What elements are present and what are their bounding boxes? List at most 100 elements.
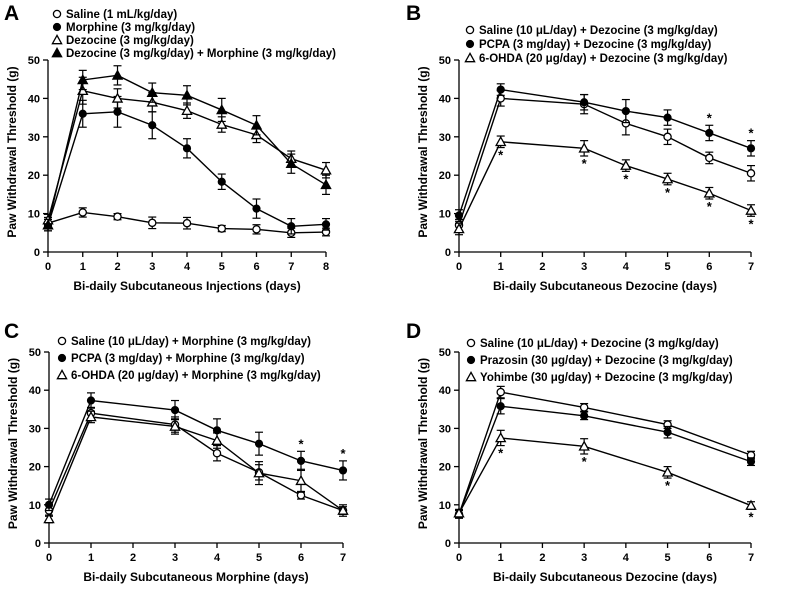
x-tick-label: 6 (298, 552, 304, 564)
legend-entry: PCPA (3 mg/day) + Morphine (3 mg/kg/day) (71, 353, 305, 365)
data-point (42, 219, 54, 230)
significance-marker: * (707, 199, 713, 214)
x-tick-label: 4 (623, 261, 630, 273)
y-tick-label: 20 (439, 462, 451, 474)
legend-marker (465, 371, 477, 382)
x-axis-title: Bi-daily Subcutaneous Dezocine (days) (493, 570, 717, 584)
y-tick-label: 40 (28, 93, 40, 105)
data-point (170, 405, 180, 415)
x-tick-label: 0 (45, 261, 51, 273)
y-tick-label: 40 (439, 93, 451, 105)
legend-entry: Yohimbe (30 μg/day) + Dezocine (3 mg/kg/… (480, 372, 733, 384)
x-tick-label: 3 (149, 261, 155, 273)
data-point (43, 512, 55, 524)
data-point (287, 222, 296, 231)
y-tick-label: 10 (439, 500, 451, 512)
x-tick-label: 0 (46, 552, 52, 564)
data-point (320, 164, 332, 175)
data-point (578, 142, 590, 153)
data-point (44, 500, 54, 509)
significance-marker: * (748, 216, 754, 231)
x-tick-label: 7 (748, 552, 754, 564)
x-tick-label: 7 (288, 261, 294, 273)
data-point (703, 187, 715, 198)
data-point (620, 159, 632, 170)
data-point (580, 411, 589, 420)
data-point (321, 220, 331, 229)
data-point (181, 89, 193, 100)
significance-marker: * (665, 478, 671, 493)
data-point (111, 69, 124, 80)
data-point (745, 499, 757, 510)
y-tick-label: 0 (445, 538, 451, 550)
panel-letter-c: C (4, 320, 19, 343)
data-point (217, 224, 226, 233)
legend-marker (465, 25, 475, 35)
legend-marker (466, 338, 476, 348)
series-line (47, 111, 327, 227)
x-tick-label: 8 (323, 261, 329, 273)
data-point (663, 113, 672, 122)
data-point (495, 432, 507, 443)
y-tick-label: 0 (445, 247, 451, 259)
y-axis-title: Paw Withdrawal Threshold (g) (416, 358, 430, 529)
data-point (320, 178, 332, 190)
x-axis-title: Bi-daily Subcutaneous Injections (days) (73, 279, 300, 293)
data-point (496, 387, 505, 397)
significance-marker: * (748, 126, 754, 141)
series-line (48, 416, 344, 520)
data-point (252, 225, 261, 234)
x-tick-label: 0 (456, 261, 462, 273)
y-tick-label: 40 (439, 385, 451, 397)
significance-marker: * (498, 148, 504, 163)
panel-d: D 0 10 20 30 40 50 0 1 2 3 4 5 6 7 Bi-daily Subcutaneou… (406, 320, 757, 584)
data-point (621, 106, 630, 116)
x-axis-title: Bi-daily Subcutaneous Dezocine (days) (493, 279, 717, 293)
x-tick-label: 3 (581, 552, 587, 564)
panel-letter-d: D (406, 320, 421, 343)
y-tick-label: 30 (439, 132, 451, 144)
data-point (705, 128, 714, 138)
data-point (77, 74, 89, 85)
x-tick-label: 1 (498, 552, 504, 564)
data-point (216, 103, 228, 115)
series-1 (43, 207, 331, 239)
data-point (453, 507, 465, 518)
x-tick-label: 2 (130, 552, 136, 564)
x-tick-label: 4 (623, 552, 630, 564)
data-point (86, 396, 96, 405)
data-point (169, 420, 181, 431)
series-3: * * * * (453, 429, 757, 524)
data-point (579, 403, 589, 412)
data-point (252, 204, 261, 213)
data-point (496, 402, 505, 411)
data-point (663, 428, 672, 437)
y-axis-title: Paw Withdrawal Threshold (g) (6, 358, 20, 529)
x-tick-label: 1 (80, 261, 86, 273)
y-tick-label: 10 (28, 209, 40, 221)
legend-entry: Saline (10 μL/day) + Dezocine (3 mg/kg/d… (479, 25, 718, 37)
data-point (211, 434, 223, 445)
series-2: ** (454, 83, 756, 222)
series-3: * * * * * * (453, 135, 757, 236)
data-point (295, 474, 307, 486)
data-point (663, 132, 672, 142)
data-point (181, 104, 193, 116)
y-tick-label: 0 (34, 247, 40, 259)
data-point (705, 153, 714, 163)
data-point (182, 144, 192, 153)
significance-marker: * (623, 171, 629, 186)
data-point (578, 440, 590, 451)
y-tick-label: 50 (439, 55, 451, 67)
significance-marker: * (707, 110, 713, 125)
data-point (296, 456, 306, 465)
y-tick-label: 50 (28, 55, 40, 67)
legend-marker (57, 353, 67, 363)
data-point (746, 169, 756, 178)
legend-entry: PCPA (3 mg/day) + Dezocine (3 mg/kg/day) (479, 39, 711, 51)
panel-letter-a: A (4, 2, 19, 25)
legend-entry: 6-OHDA (20 μg/day) + Morphine (3 mg/kg/d… (71, 370, 321, 382)
significance-marker: * (582, 454, 588, 469)
legend-marker (466, 355, 476, 365)
